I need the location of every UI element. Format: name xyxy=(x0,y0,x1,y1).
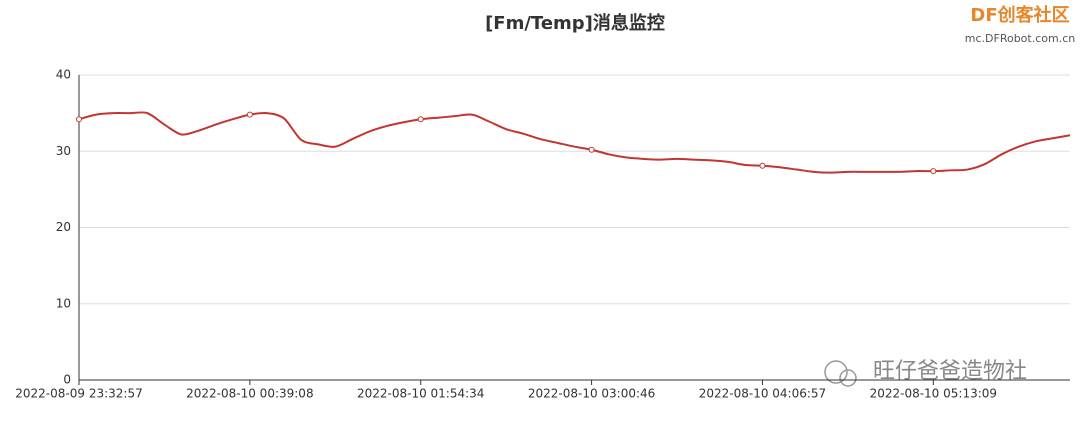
wechat-icon xyxy=(824,360,857,387)
series-line xyxy=(78,111,1071,174)
x-tick-label: 2022-08-09 23:32:57 xyxy=(15,387,142,401)
y-tick-label: 10 xyxy=(56,296,71,310)
x-tick-label: 2022-08-10 05:13:09 xyxy=(870,387,997,401)
y-tick-label: 40 xyxy=(56,68,71,82)
chart-title: [Fm/Temp]消息监控 xyxy=(485,12,665,34)
point-marker xyxy=(588,146,595,153)
point-marker xyxy=(246,111,253,118)
x-tick-label: 2022-08-10 00:39:08 xyxy=(186,387,313,401)
point-marker xyxy=(759,162,766,169)
brand-watermark: DF创客社区 xyxy=(970,4,1069,26)
y-tick-label: 20 xyxy=(56,220,71,234)
point-marker xyxy=(417,116,424,123)
y-tick-label: 30 xyxy=(56,144,71,158)
x-tick-label: 2022-08-10 01:54:34 xyxy=(357,387,484,401)
x-tick-label: 2022-08-10 04:06:57 xyxy=(699,387,826,401)
site-watermark: mc.DFRobot.com.cn xyxy=(965,32,1075,45)
x-tick-label: 2022-08-10 03:00:46 xyxy=(528,387,655,401)
point-marker xyxy=(930,168,937,175)
y-tick-label: 0 xyxy=(63,373,71,387)
point-marker xyxy=(76,116,82,123)
